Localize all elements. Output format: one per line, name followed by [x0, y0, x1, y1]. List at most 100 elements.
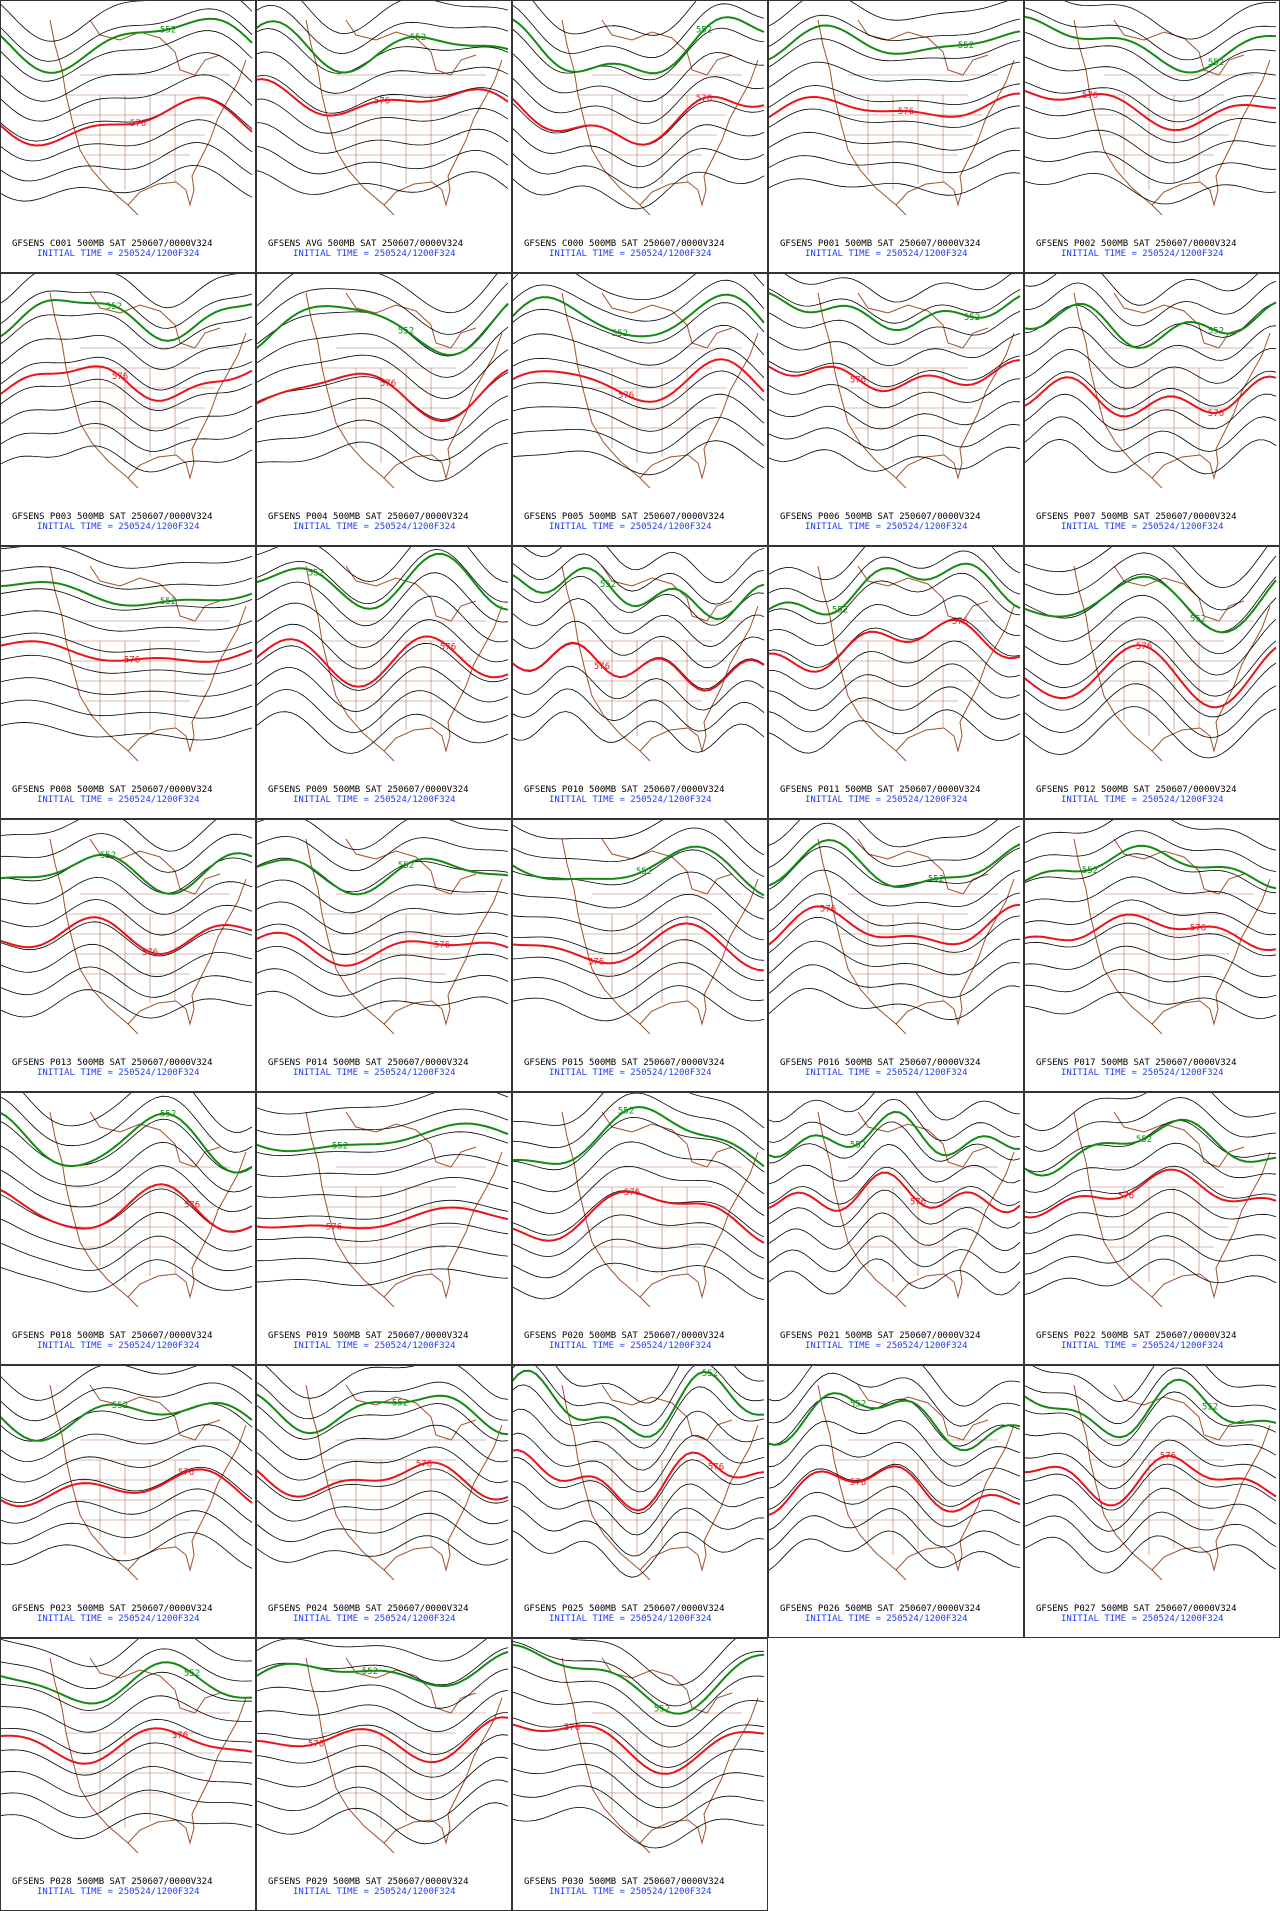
- height-contour: [1024, 922, 1277, 957]
- height-contour: [0, 610, 253, 632]
- map-area: 552 576: [512, 1365, 765, 1581]
- height-contour: [0, 1532, 253, 1569]
- contour-576: [0, 1727, 253, 1765]
- height-contour: [512, 598, 765, 648]
- contour-576: [0, 916, 253, 956]
- contour-label: 552: [618, 1107, 634, 1117]
- height-contour: [1024, 302, 1277, 348]
- height-contour: [512, 302, 765, 344]
- map-panel: 552 576 GFSENS P013 500MB SAT 250607/0000V…: [0, 819, 256, 1092]
- contour-label: 552: [1082, 866, 1098, 876]
- height-contour: [768, 105, 1021, 129]
- map-area: 552 576: [512, 546, 765, 762]
- height-contour: [300, 0, 509, 35]
- height-contour: [512, 1481, 765, 1536]
- height-contour: [0, 1165, 253, 1213]
- height-contour: [768, 1365, 1021, 1407]
- contour-label: 552: [600, 580, 616, 590]
- contour-label: 552: [398, 861, 414, 871]
- coastline: [1073, 1111, 1271, 1308]
- contour-552: [0, 1661, 253, 1705]
- height-contour: [256, 170, 509, 195]
- height-contour: [0, 722, 253, 741]
- panel-init-time: INITIAL TIME = 250524/1200F324: [37, 1341, 200, 1351]
- height-contour: [1024, 819, 1277, 851]
- map-area: 552 576: [768, 273, 1021, 489]
- height-contour: [512, 1717, 765, 1768]
- map-panel: 552 576 GFSENS P020 500MB SAT 250607/0000V…: [512, 1092, 768, 1365]
- state-borders: [322, 1712, 486, 1828]
- height-contour: [1024, 1258, 1277, 1295]
- height-contour: [0, 1766, 253, 1797]
- height-contour: [0, 1382, 253, 1422]
- height-contour: [512, 76, 765, 125]
- height-contour: [512, 1238, 765, 1280]
- height-contour: [0, 119, 253, 162]
- contour-576: [512, 95, 765, 146]
- height-contour: [1024, 1119, 1276, 1173]
- coastline: [1073, 292, 1271, 489]
- height-contour: [768, 446, 1021, 472]
- height-contour: [0, 989, 253, 1019]
- state-borders: [1090, 74, 1254, 190]
- height-contour: [1024, 7, 1277, 61]
- contour-552: [512, 1643, 765, 1715]
- height-contour: [0, 1095, 253, 1153]
- map-panel: 552 576 GFSENS P024 500MB SAT 250607/0000V…: [256, 1365, 512, 1638]
- map-panel: 552 576 GFSENS P018 500MB SAT 250607/0000V…: [0, 1092, 256, 1365]
- height-contour: [256, 548, 509, 605]
- height-contour: [256, 595, 509, 649]
- contour-label: 576: [820, 904, 836, 914]
- map-area: 552 576: [1024, 273, 1277, 489]
- contour-label: 552: [160, 597, 176, 607]
- contour-label: 576: [624, 1188, 640, 1198]
- height-contour: [768, 938, 1020, 976]
- panel-title: GFSENS P017 500MB SAT 250607/0000V324: [1036, 1058, 1236, 1068]
- height-contour: [768, 572, 1021, 625]
- height-contour: [256, 395, 509, 441]
- panel-init-time: INITIAL TIME = 250524/1200F324: [37, 1068, 200, 1078]
- height-contour: [0, 546, 253, 569]
- contour-576: [0, 365, 253, 402]
- height-contour: [0, 1424, 253, 1463]
- panel-title: GFSENS P029 500MB SAT 250607/0000V324: [268, 1877, 468, 1887]
- contour-label: 576: [594, 662, 610, 672]
- contour-label: 552: [1202, 1402, 1218, 1412]
- height-contour: [1024, 1487, 1277, 1532]
- height-contour: [256, 1131, 509, 1157]
- panel-border: [768, 546, 1024, 819]
- coastline: [561, 292, 759, 489]
- map-area: 552 576: [768, 1365, 1021, 1581]
- height-contour: [531, 0, 698, 36]
- contour-label: 576: [910, 1198, 926, 1208]
- height-contour: [554, 1365, 765, 1404]
- contour-label: 576: [850, 1478, 866, 1488]
- height-contour: [1024, 830, 1277, 872]
- panel-init-time: INITIAL TIME = 250524/1200F324: [293, 1887, 456, 1897]
- panel-init-time: INITIAL TIME = 250524/1200F324: [293, 1341, 456, 1351]
- height-contour: [512, 440, 765, 476]
- height-contour: [768, 822, 1021, 869]
- contour-label: 552: [696, 26, 712, 36]
- height-contour: [256, 1199, 509, 1220]
- height-contour: [256, 1268, 509, 1286]
- contour-label: 576: [434, 941, 450, 951]
- panel-init-time: INITIAL TIME = 250524/1200F324: [549, 249, 712, 259]
- height-contour: [1024, 348, 1277, 389]
- height-contour: [256, 1424, 509, 1463]
- contour-552: [1024, 575, 1277, 634]
- panel-title: GFSENS P016 500MB SAT 250607/0000V324: [780, 1058, 980, 1068]
- height-contour: [768, 709, 1021, 754]
- coastline: [817, 1111, 1015, 1308]
- contour-label: 576: [564, 1723, 580, 1733]
- height-contour: [512, 1141, 765, 1195]
- height-contour: [256, 688, 509, 734]
- contour-label: 552: [410, 33, 426, 43]
- height-contour: [256, 990, 509, 1018]
- coastline: [305, 292, 503, 489]
- contour-label: 552: [832, 605, 848, 615]
- height-contour: [0, 273, 245, 309]
- height-contour: [512, 1742, 765, 1789]
- coastline: [49, 838, 247, 1035]
- coastline: [305, 565, 503, 762]
